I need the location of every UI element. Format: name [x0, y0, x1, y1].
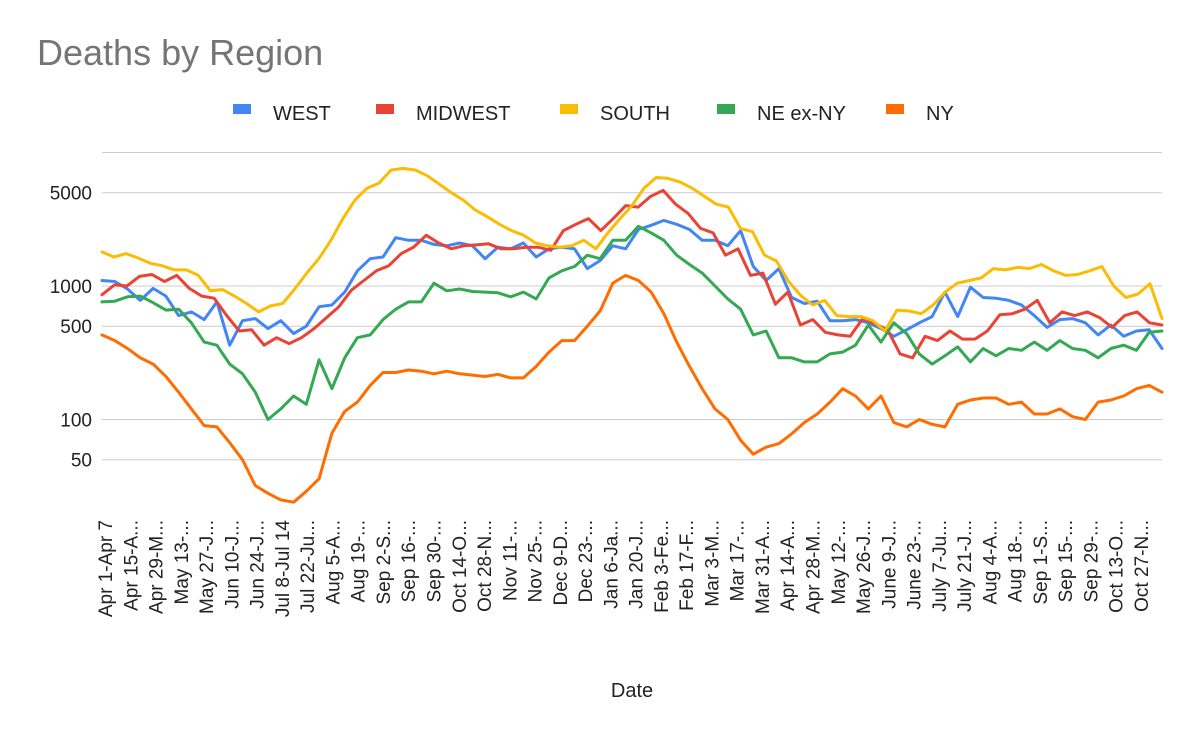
x-tick-label: Mar 31-A...: [753, 520, 774, 614]
x-tick-label: Dec 9-D...: [551, 520, 572, 606]
series-line-midwest: [100, 188, 1164, 360]
x-tick-label: Oct 28-N...: [475, 520, 496, 612]
legend-label: MIDWEST: [416, 103, 510, 125]
x-tick-label: Apr 1-Apr 7: [96, 520, 117, 617]
y-tick-label: 100: [60, 411, 92, 432]
legend-label: SOUTH: [600, 103, 670, 125]
gridlines: [102, 152, 1162, 461]
x-tick-label: Dec 23-...: [576, 520, 597, 602]
x-tick-label: Oct 14-O...: [450, 520, 471, 613]
x-tick-label: Mar 3-M...: [702, 520, 723, 607]
x-tick-label: Jan 20-J...: [627, 520, 648, 609]
x-tick-label: Sep 2-S...: [374, 520, 395, 605]
x-tick-label: Apr 28-M...: [804, 520, 825, 614]
x-tick-label: June 23-...: [905, 520, 926, 610]
y-tick-label: 1000: [50, 277, 92, 298]
legend-swatch: [886, 104, 904, 114]
series-line-west: [100, 218, 1164, 350]
x-tick-label: Jul 22-Ju...: [298, 520, 319, 613]
x-tick-label: Jan 6-Ja...: [601, 520, 622, 609]
x-tick-label: Jun 24-J...: [248, 520, 269, 609]
series-line-south: [100, 166, 1164, 333]
x-tick-label: Sep 29-...: [1082, 520, 1103, 602]
x-tick-label: Jun 10-J...: [222, 520, 243, 609]
y-tick-label: 50: [71, 451, 92, 472]
x-tick-label: Sep 30-...: [425, 520, 446, 602]
legend-label: NY: [926, 103, 954, 125]
x-tick-label: Apr 29-M...: [147, 520, 168, 614]
legend-label: WEST: [273, 103, 331, 125]
x-tick-label: Sep 16-...: [399, 520, 420, 602]
x-tick-label: June 9-J...: [879, 520, 900, 609]
x-tick-label: Nov 25-...: [526, 520, 547, 602]
chart-title: Deaths by Region: [37, 32, 324, 73]
series-lines: [100, 166, 1164, 504]
legend-swatch: [376, 104, 394, 114]
y-tick-label: 5000: [50, 184, 92, 205]
y-axis-ticks: 50 100 500 1000 5000: [50, 184, 92, 472]
x-tick-label: July 7-Ju...: [930, 520, 951, 612]
x-tick-label: Aug 4-A...: [980, 520, 1001, 605]
legend-label: NE ex-NY: [757, 103, 846, 125]
x-tick-label: Aug 18-...: [1006, 520, 1027, 602]
x-tick-label: May 27-J...: [197, 520, 218, 614]
x-tick-label: Apr 15-A...: [121, 520, 142, 611]
x-tick-label: Aug 5-A...: [323, 520, 344, 605]
series-line-ne-ex-ny: [100, 224, 1164, 421]
legend-swatch: [717, 104, 735, 114]
x-tick-label: Feb 17-F...: [677, 520, 698, 611]
x-tick-label: May 13-...: [172, 520, 193, 604]
x-tick-label: May 26-J...: [854, 520, 875, 614]
legend-swatch: [233, 104, 251, 114]
x-tick-label: Aug 19-...: [349, 520, 370, 602]
x-tick-label: May 12-...: [829, 520, 850, 604]
x-tick-label: Mar 17-...: [728, 520, 749, 601]
x-tick-label: July 21-J...: [955, 520, 976, 612]
x-tick-label: Oct 27-N...: [1132, 520, 1153, 612]
x-tick-label: Oct 13-O...: [1107, 520, 1128, 613]
x-tick-label: Apr 14-A...: [778, 520, 799, 611]
x-tick-label: Nov 11-...: [500, 520, 521, 601]
x-tick-label: Sep 1-S...: [1031, 520, 1052, 605]
x-tick-label: Sep 15-...: [1056, 520, 1077, 602]
x-tick-label: Jul 8-Jul 14: [273, 520, 294, 618]
legend-swatch: [560, 104, 578, 114]
x-axis-title: Date: [611, 680, 653, 702]
legend: WEST MIDWEST SOUTH NE ex-NY NY: [233, 103, 954, 125]
y-tick-label: 500: [60, 317, 92, 338]
series-line-ny: [100, 273, 1164, 504]
x-tick-label: Feb 3-Fe...: [652, 520, 673, 613]
x-axis-ticks: Apr 1-Apr 7 Apr 15-A... Apr 29-M... May 13-…: [96, 520, 1153, 618]
